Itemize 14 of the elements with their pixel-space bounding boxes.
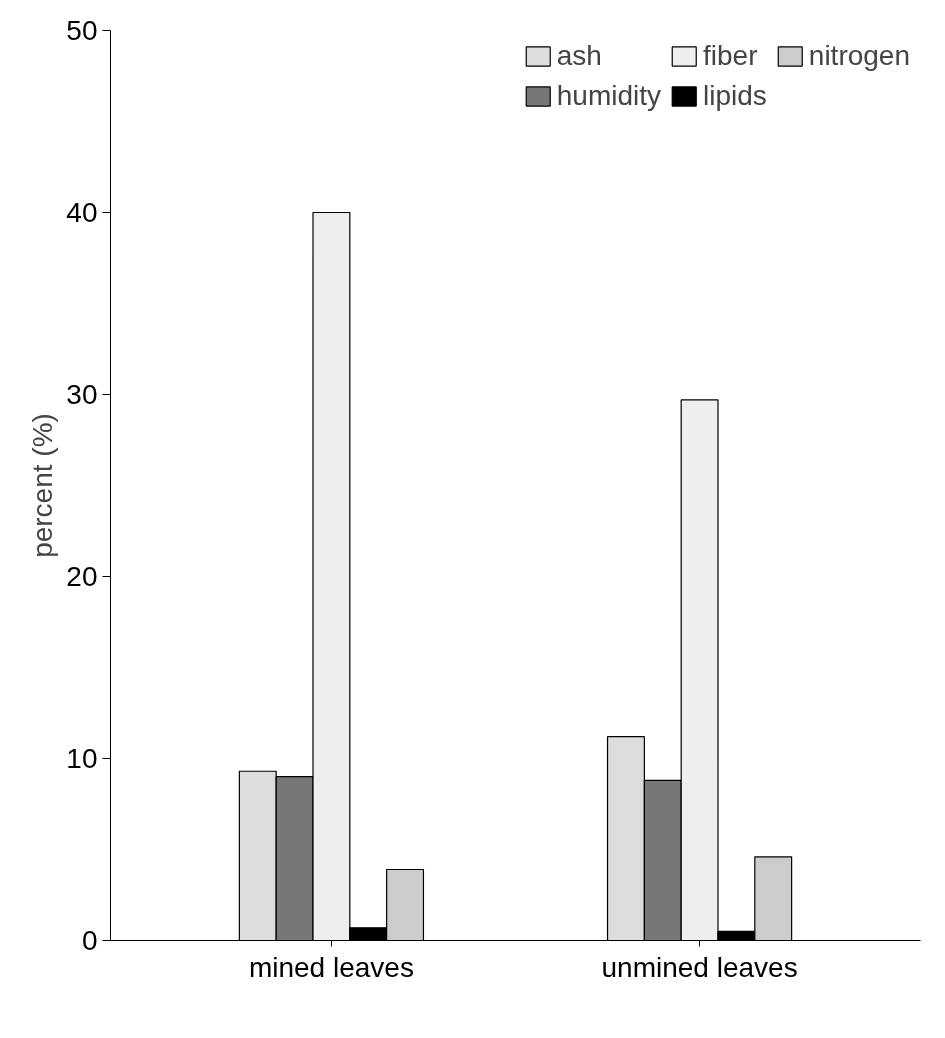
x-tick-label: unmined leaves: [601, 951, 798, 983]
y-tick-label: 50: [66, 15, 98, 46]
legend-label: lipids: [703, 80, 767, 112]
y-tick-label: 20: [66, 561, 98, 592]
legend-label: fiber: [703, 40, 758, 72]
legend-label: nitrogen: [808, 40, 910, 72]
y-tick-label: 0: [81, 925, 98, 956]
x-tick-label: mined leaves: [248, 951, 414, 983]
y-tick-label: 30: [66, 379, 98, 410]
y-tick-label: 40: [66, 197, 98, 228]
y-tick-label: 10: [66, 743, 98, 774]
legend-label: ash: [556, 40, 602, 72]
y-axis-title: percent (%): [27, 413, 59, 558]
legend-label: humidity: [556, 80, 661, 112]
